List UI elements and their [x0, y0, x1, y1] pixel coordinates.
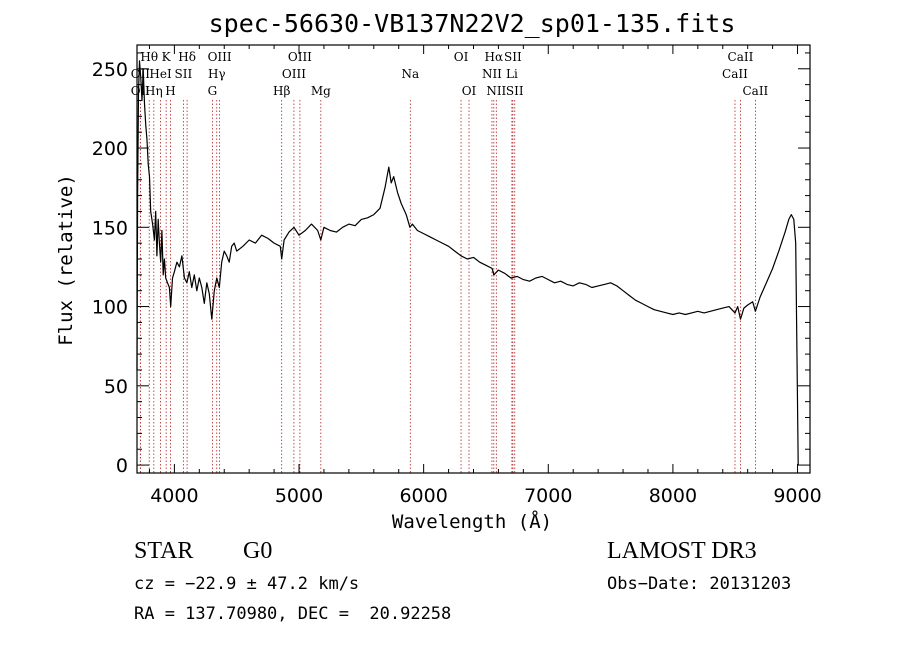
spectral-line-label: CaII: [728, 50, 754, 64]
y-tick-label: 250: [92, 59, 128, 81]
spectral-line-label: OI: [462, 84, 477, 98]
spectral-line-label: OIII: [208, 50, 232, 64]
x-tick-label: 9000: [773, 485, 821, 507]
spectral-line-label: OIII: [288, 50, 312, 64]
redshift-velocity: cz = −22.9 ± 47.2 km/s: [134, 574, 360, 594]
x-tick-label: 6000: [399, 485, 447, 507]
x-axis: 4000 5000 6000 7000 8000 9000: [148, 45, 822, 507]
spectral-line-markers: [139, 100, 756, 473]
spectral-line-label: NII: [486, 84, 506, 98]
spectral-line-label: Hδ: [178, 50, 196, 64]
y-tick-label: 200: [92, 138, 128, 160]
spectral-line-label: CaII: [742, 84, 768, 98]
spectral-line-label: Li: [506, 67, 518, 81]
spectral-line-label: H: [165, 84, 175, 98]
observation-date: Obs−Date: 20131203: [607, 574, 792, 594]
y-tick-label: 0: [116, 455, 128, 477]
x-tick-label: 4000: [150, 485, 198, 507]
survey-name: LAMOST DR3: [607, 538, 757, 564]
y-tick-label: 50: [104, 376, 128, 398]
chart-title: spec-56630-VB137N22V2_sp01-135.fits: [209, 9, 736, 38]
y-tick-label: 150: [92, 217, 128, 239]
x-tick-label: 7000: [524, 485, 572, 507]
object-class: STAR: [134, 538, 194, 564]
spectral-line-label: OIII: [282, 67, 306, 81]
plot-frame: [136, 44, 811, 474]
spectral-line-label: OII: [131, 67, 151, 81]
spectral-line-label: SII: [506, 84, 524, 98]
spectral-line-label: K: [162, 50, 172, 64]
spectral-line-label: Hη: [145, 84, 163, 98]
spectral-line-label: SII: [175, 67, 193, 81]
spectral-line-label: Hα: [485, 50, 504, 64]
x-tick-label: 5000: [275, 485, 323, 507]
object-subclass: G0: [243, 538, 273, 564]
spectral-line-label: OII: [131, 84, 151, 98]
spectral-line-label: Na: [401, 67, 419, 81]
spectral-line-label: Mg: [311, 84, 331, 98]
sky-coordinates: RA = 137.70980, DEC = 20.92258: [134, 604, 452, 624]
spectral-line-label: NII: [482, 67, 502, 81]
spectral-line-label: Hγ: [208, 67, 226, 81]
y-axis-label: Flux (relative): [55, 174, 77, 346]
spectral-line-label: OI: [454, 50, 469, 64]
spectral-line-label: G: [208, 84, 218, 98]
spectral-line-label: HeI: [149, 67, 172, 81]
y-tick-label: 100: [92, 297, 128, 319]
x-axis-label: Wavelength (Å): [392, 510, 552, 533]
spectral-line-label: Hθ: [140, 50, 158, 64]
spectrum-series: [136, 60, 799, 466]
spectral-line-label: Hβ: [273, 84, 290, 98]
spectral-line-label: CaII: [722, 67, 748, 81]
x-tick-label: 8000: [649, 485, 697, 507]
spectral-line-label: SII: [504, 50, 522, 64]
y-axis: 0 50 100 150 200 250: [92, 52, 810, 477]
